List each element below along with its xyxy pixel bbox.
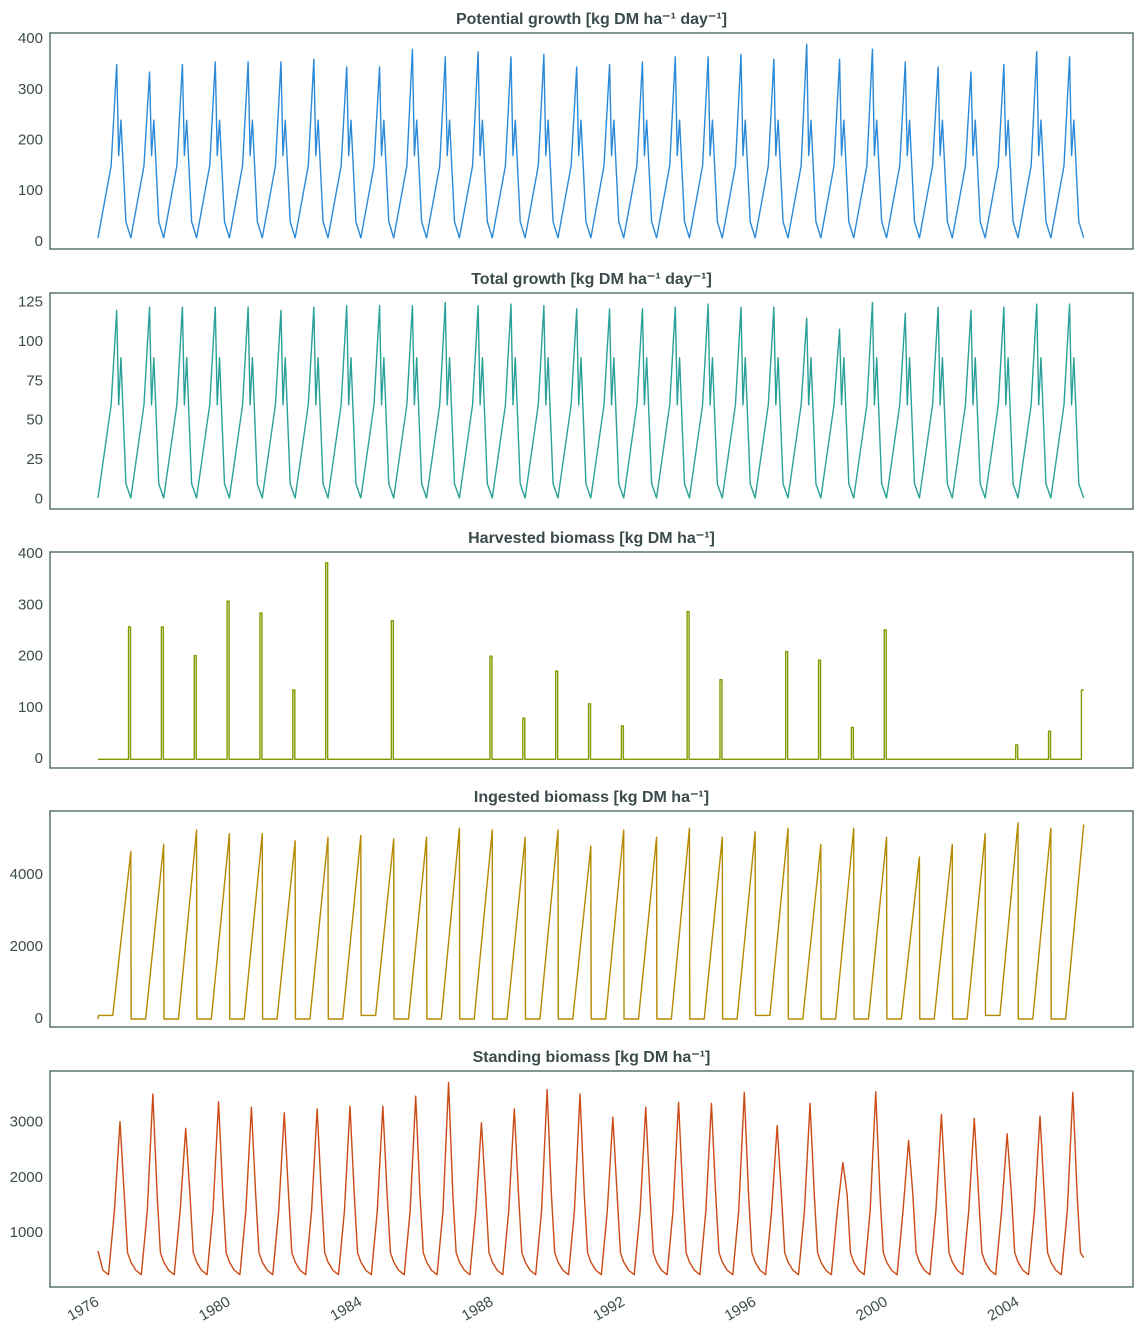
- y-tick-label: 0: [35, 1010, 43, 1027]
- chart-title: Standing biomass [kg DM ha⁻¹]: [473, 1049, 711, 1066]
- x-tick-label: 1988: [459, 1293, 496, 1324]
- y-tick-label: 0: [35, 491, 43, 508]
- y-tick-label: 75: [26, 372, 43, 389]
- y-tick-label: 300: [18, 81, 43, 98]
- y-tick-label: 2000: [10, 938, 43, 955]
- chart-title: Potential growth [kg DM ha⁻¹ day⁻¹]: [456, 11, 727, 28]
- y-tick-label: 4000: [10, 866, 43, 883]
- plot-frame: [49, 292, 1134, 510]
- data-line: [97, 43, 1085, 239]
- y-tick-label: 100: [18, 333, 43, 350]
- y-tick-label: 2000: [10, 1169, 43, 1186]
- y-tick-label: 400: [18, 545, 43, 562]
- chart-title: Total growth [kg DM ha⁻¹ day⁻¹]: [471, 271, 712, 288]
- x-tick-label: 2004: [985, 1293, 1022, 1324]
- y-tick-label: 200: [18, 648, 43, 665]
- chart-title: Harvested biomass [kg DM ha⁻¹]: [468, 530, 715, 547]
- data-line: [97, 822, 1085, 1020]
- data-line: [97, 301, 1085, 499]
- x-tick-label: 1976: [65, 1293, 102, 1324]
- y-tick-label: 1000: [10, 1224, 43, 1241]
- y-tick-label: 125: [18, 293, 43, 310]
- y-tick-label: 200: [18, 131, 43, 148]
- plot-frame: [49, 32, 1134, 250]
- plot-frame: [49, 810, 1134, 1028]
- data-line: [97, 562, 1084, 760]
- data-line: [97, 1081, 1085, 1276]
- x-tick-label: 1996: [722, 1293, 759, 1324]
- plot-frame: [49, 1070, 1134, 1288]
- y-tick-label: 100: [18, 699, 43, 716]
- y-tick-label: 50: [26, 412, 43, 429]
- chart-title: Ingested biomass [kg DM ha⁻¹]: [474, 789, 709, 806]
- x-tick-label: 1992: [590, 1293, 627, 1324]
- plot-frame: [49, 551, 1134, 769]
- y-tick-label: 400: [18, 30, 43, 47]
- y-tick-label: 0: [35, 750, 43, 767]
- x-tick-label: 1984: [327, 1293, 364, 1324]
- y-tick-label: 0: [35, 233, 43, 250]
- y-tick-label: 100: [18, 182, 43, 199]
- y-tick-label: 25: [26, 451, 43, 468]
- y-tick-label: 3000: [10, 1114, 43, 1131]
- x-tick-label: 1980: [196, 1293, 233, 1324]
- y-tick-label: 300: [18, 596, 43, 613]
- x-tick-label: 2000: [853, 1293, 890, 1324]
